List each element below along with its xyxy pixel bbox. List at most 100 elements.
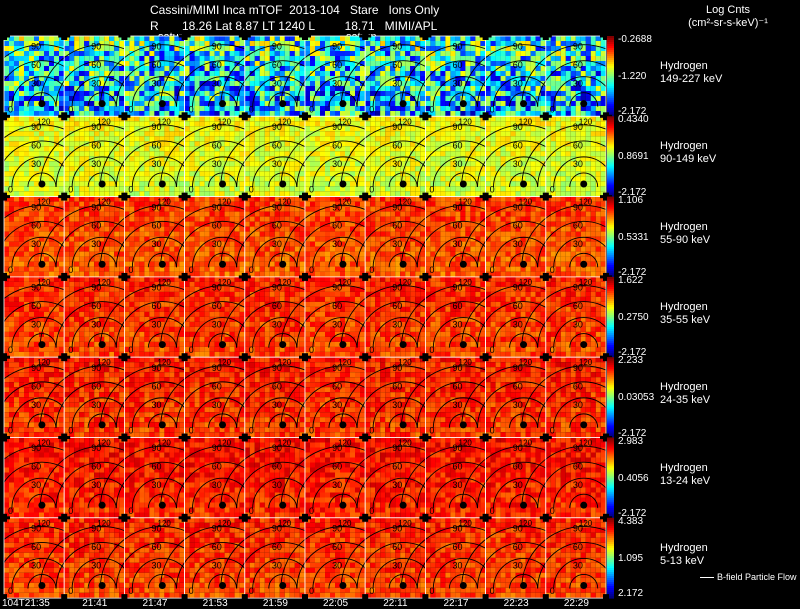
pixel	[269, 91, 275, 96]
pixel	[4, 236, 9, 242]
pixel	[545, 146, 551, 152]
pixel	[435, 191, 441, 197]
pixel	[375, 131, 381, 137]
pixel	[415, 186, 421, 192]
pixel	[194, 161, 200, 167]
pixel	[460, 161, 466, 167]
pixel	[345, 101, 350, 106]
pixel	[9, 46, 14, 51]
pixel	[174, 71, 180, 76]
pixel	[510, 106, 516, 111]
pixel	[550, 66, 556, 71]
pixel	[575, 36, 581, 41]
pixel	[350, 36, 355, 41]
pixel	[154, 86, 160, 91]
pixel	[430, 121, 436, 127]
pixel	[9, 166, 14, 172]
pixel	[510, 161, 516, 167]
pixel	[525, 71, 531, 76]
pixel	[475, 131, 481, 137]
pixel	[305, 41, 310, 46]
pixel	[219, 51, 225, 56]
pixel	[64, 126, 70, 132]
pixel	[84, 166, 90, 172]
pixel	[234, 46, 240, 51]
pixel	[445, 46, 451, 51]
pixel	[104, 41, 110, 46]
pixel	[350, 161, 355, 167]
pixel	[4, 221, 9, 227]
pixel	[269, 81, 275, 86]
separator-cross	[299, 34, 311, 38]
pixel	[224, 106, 230, 111]
pixel	[169, 116, 175, 122]
pixel	[209, 101, 215, 106]
pixel	[550, 156, 556, 162]
pixel	[390, 81, 396, 86]
pixel	[380, 156, 386, 162]
pixel	[254, 111, 260, 116]
pixel	[4, 211, 9, 217]
pixel	[79, 156, 85, 162]
pixel	[194, 171, 200, 177]
pixel	[595, 136, 601, 142]
pixel	[69, 46, 75, 51]
pixel	[435, 56, 441, 61]
pixel	[114, 71, 120, 76]
pixel	[520, 111, 526, 116]
pixel	[99, 191, 105, 197]
pixel	[224, 86, 230, 91]
pixel	[315, 116, 320, 122]
pixel	[59, 46, 64, 51]
pixel	[239, 91, 245, 96]
pixel	[320, 106, 325, 111]
pixel	[320, 156, 325, 162]
pixel	[194, 186, 200, 192]
pixel	[520, 186, 526, 192]
pixel	[570, 51, 576, 56]
pixel	[310, 151, 315, 157]
pixel	[600, 56, 606, 61]
pixel	[430, 81, 436, 86]
colorbar-segment	[607, 50, 614, 53]
pixel	[375, 76, 381, 81]
pixel	[530, 186, 536, 192]
pixel	[159, 111, 165, 116]
pixel	[440, 181, 446, 187]
pixel	[44, 271, 49, 277]
pixel	[49, 271, 54, 277]
pixel	[199, 91, 205, 96]
pixel	[169, 61, 175, 66]
pixel	[485, 166, 491, 172]
pixel	[284, 116, 290, 122]
pixel	[315, 166, 320, 172]
pixel	[284, 81, 290, 86]
pixel	[500, 151, 506, 157]
pixel	[234, 171, 240, 177]
pixel	[89, 146, 95, 152]
pixel	[104, 166, 110, 172]
pixel	[4, 226, 9, 232]
pixel	[244, 126, 250, 132]
separator-cross	[238, 34, 251, 38]
separator-cross	[238, 114, 251, 118]
pixel	[310, 116, 315, 122]
pixel	[14, 221, 19, 227]
pixel	[239, 101, 245, 106]
pixel	[279, 121, 285, 127]
pixel	[430, 61, 436, 66]
pixel	[355, 111, 360, 116]
colorbar-segment	[607, 92, 614, 95]
colorbar-segment	[607, 54, 614, 57]
pixel	[44, 166, 49, 172]
pixel	[455, 131, 461, 137]
pixel	[580, 131, 586, 137]
pixel	[470, 136, 476, 142]
pixel	[239, 46, 245, 51]
pixel	[14, 156, 19, 162]
pixel	[234, 161, 240, 167]
pixel	[515, 81, 521, 86]
pixel	[29, 181, 34, 187]
pixel	[530, 81, 536, 86]
pixel	[199, 136, 205, 142]
